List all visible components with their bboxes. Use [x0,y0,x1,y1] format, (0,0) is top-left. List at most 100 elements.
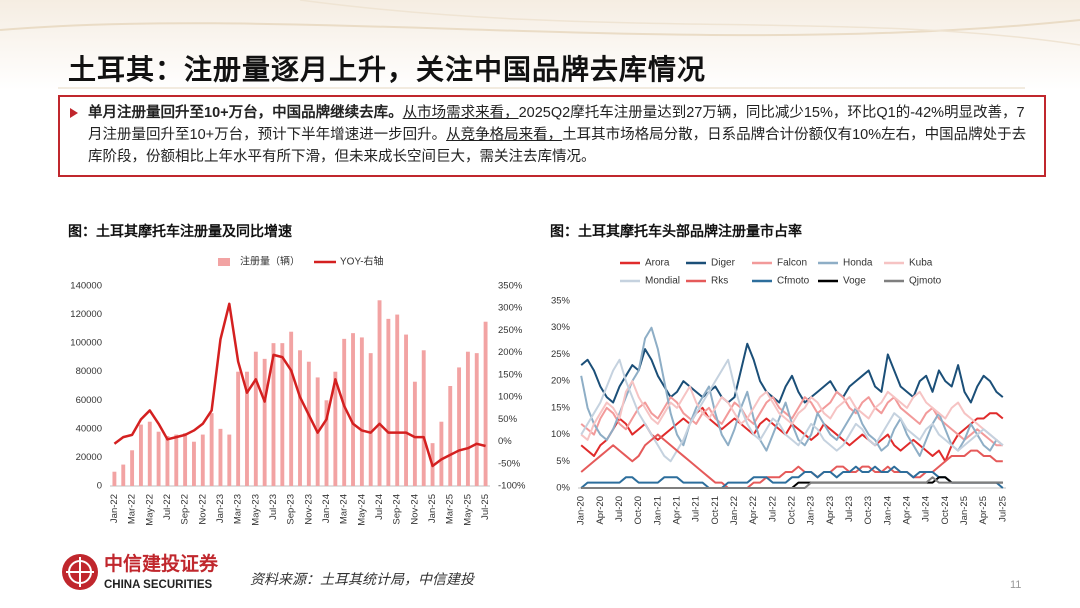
x-tick-label: Jul-20 [614,496,625,522]
y-tick-label: 120000 [70,309,102,320]
x-tick-label: Oct-21 [710,496,721,525]
legend-label: Kuba [909,258,933,269]
x-tick-label: Jan-23 [215,494,226,523]
y-tick-label: 10% [551,429,571,440]
y-tick-label: 40000 [76,423,102,434]
legend-label: Arora [645,258,670,269]
bar [130,450,135,486]
logo-en: CHINA SECURITIES [104,579,213,591]
y-tick-label: 80000 [76,366,102,377]
bar [200,434,205,486]
bar [192,441,196,486]
x-tick-label: Oct-20 [633,496,644,525]
y2-tick-label: 50% [498,414,518,425]
x-tick-label: May-22 [144,494,155,526]
bar [147,421,152,486]
bar [209,413,214,486]
series-line [580,358,1004,463]
x-tick-label: Jul-22 [162,494,173,520]
x-tick-label: Jan-23 [806,496,817,525]
series-line [580,380,1004,447]
y2-tick-label: -50% [498,458,521,469]
x-tick-label: Oct-24 [940,496,951,525]
x-tick-label: Mar-22 [127,494,138,524]
x-tick-label: Jul-22 [767,496,778,522]
bar [298,350,302,486]
x-tick-label: Jul-23 [844,496,855,522]
summary-heading: 从竞争格局来看， [446,127,563,143]
y-tick-label: 20000 [76,452,102,463]
x-tick-label: Jul-24 [374,494,385,520]
y-tick-label: 25% [551,349,571,360]
bar [227,434,232,486]
legend-label: Cfmoto [777,276,810,287]
bar [183,433,188,486]
x-tick-label: Oct-23 [863,496,874,525]
y-tick-label: 15% [551,402,571,413]
bar [404,334,408,486]
series-line [580,433,1003,489]
bar [324,400,329,486]
y-tick-label: 100000 [70,338,102,349]
x-tick-label: Jan-22 [729,496,740,525]
y2-tick-label: 0% [498,436,512,447]
decor-curve [0,19,1080,37]
bar [342,338,347,486]
bar [218,428,223,486]
x-tick-label: Jul-25 [997,496,1008,522]
x-tick-label: May-25 [462,494,473,526]
series-line [580,390,1003,447]
summary-lead: 单月注册量回升至10+万台，中国品牌继续去库。 [88,105,403,121]
bar [395,314,400,486]
bar [121,464,126,486]
bar [289,331,294,486]
bar [138,424,143,486]
series-line [580,465,1004,489]
decor-curve [299,0,1080,46]
bar [483,321,488,486]
page-number: 11 [1010,579,1021,591]
y-tick-label: 60000 [76,395,102,406]
legend-label: Rks [711,276,728,287]
legend-label: Qjmoto [909,276,942,287]
bar [474,353,479,486]
x-tick-label: Jul-23 [268,494,279,520]
bar [271,343,276,486]
x-tick-label: Nov-24 [409,494,420,525]
x-tick-label: Apr-21 [672,496,683,525]
y2-tick-label: 300% [498,303,523,314]
y2-tick-label: 350% [498,281,523,292]
bar [351,333,355,486]
y2-tick-label: 150% [498,369,523,380]
y-tick-label: 140000 [70,281,102,292]
bar [448,386,453,486]
x-tick-label: Jul-25 [480,494,491,520]
x-tick-label: Apr-23 [825,496,836,525]
bar [245,371,249,486]
series-line [580,342,1004,404]
x-tick-label: Jan-24 [882,496,893,525]
source-note: 资料来源：土耳其统计局，中信建投 [250,571,476,587]
bar [165,436,170,486]
legend-label: Voge [843,276,866,287]
x-tick-label: Nov-23 [303,494,314,525]
bar [306,361,311,486]
x-tick-label: Apr-20 [595,496,606,525]
bar [262,358,267,486]
legend-label: YOY-右轴 [340,255,384,268]
x-tick-label: Oct-22 [787,496,798,525]
bar [465,351,470,486]
x-tick-label: Sep-23 [286,494,297,525]
x-tick-label: Apr-25 [978,496,989,525]
legend-swatch [218,258,230,266]
y2-tick-label: 250% [498,325,523,336]
y2-tick-label: 200% [498,347,523,358]
bar [280,343,285,486]
legend-label: 注册量（辆） [240,255,300,268]
bar [439,421,444,486]
x-tick-label: Jan-25 [427,494,438,523]
x-tick-label: Apr-24 [902,496,913,525]
bar [359,337,364,486]
x-tick-label: Sep-22 [180,494,191,525]
